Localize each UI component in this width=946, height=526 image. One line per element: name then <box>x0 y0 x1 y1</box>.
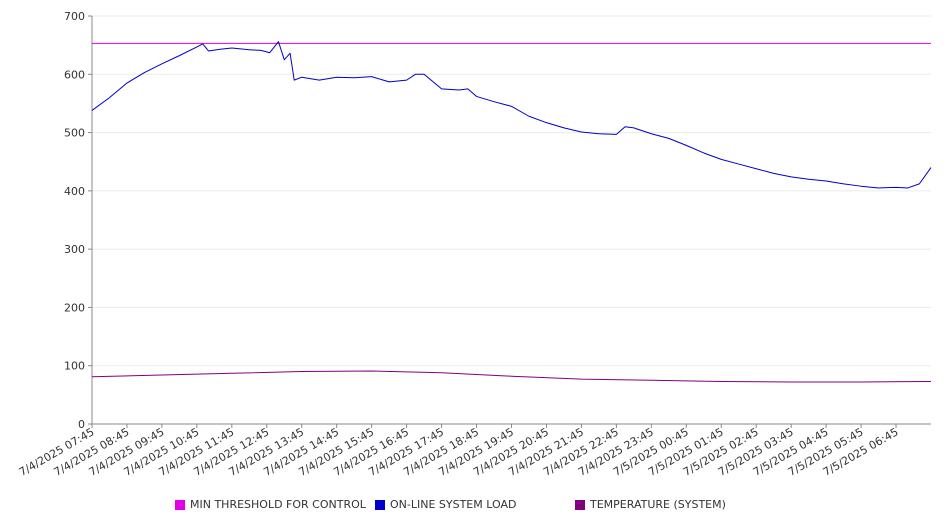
series-lines <box>91 41 932 383</box>
y-tick-label: 400 <box>64 185 85 198</box>
system-load-line <box>91 41 932 189</box>
y-tick-labels: 0 100 200 300 400 500 600 700 <box>64 10 85 431</box>
legend: MIN THRESHOLD FOR CONTROL ON-LINE SYSTEM… <box>0 498 946 518</box>
legend-item-system-load: ON-LINE SYSTEM LOAD <box>375 498 516 511</box>
legend-label-temperature: TEMPERATURE (SYSTEM) <box>590 498 726 511</box>
legend-item-threshold: MIN THRESHOLD FOR CONTROL <box>175 498 366 511</box>
legend-item-temperature: TEMPERATURE (SYSTEM) <box>575 498 726 511</box>
y-tick-label: 100 <box>64 360 85 373</box>
y-tick-label: 300 <box>64 243 85 256</box>
x-tick-labels: 7/4/2025 07:457/4/2025 08:457/4/2025 09:… <box>17 425 901 479</box>
temperature-line <box>91 370 932 383</box>
y-tick-label: 0 <box>78 418 85 431</box>
legend-label-threshold: MIN THRESHOLD FOR CONTROL <box>190 498 366 511</box>
legend-swatch-system-load <box>375 499 385 510</box>
y-tick-label: 200 <box>64 301 85 314</box>
y-tick-label: 700 <box>64 10 85 23</box>
y-tick-label: 600 <box>64 68 85 81</box>
grid <box>92 15 931 367</box>
legend-swatch-temperature <box>575 499 585 510</box>
y-tick-label: 500 <box>64 127 85 140</box>
legend-swatch-threshold <box>175 499 185 510</box>
axes <box>88 15 931 428</box>
legend-label-system-load: ON-LINE SYSTEM LOAD <box>390 498 517 511</box>
